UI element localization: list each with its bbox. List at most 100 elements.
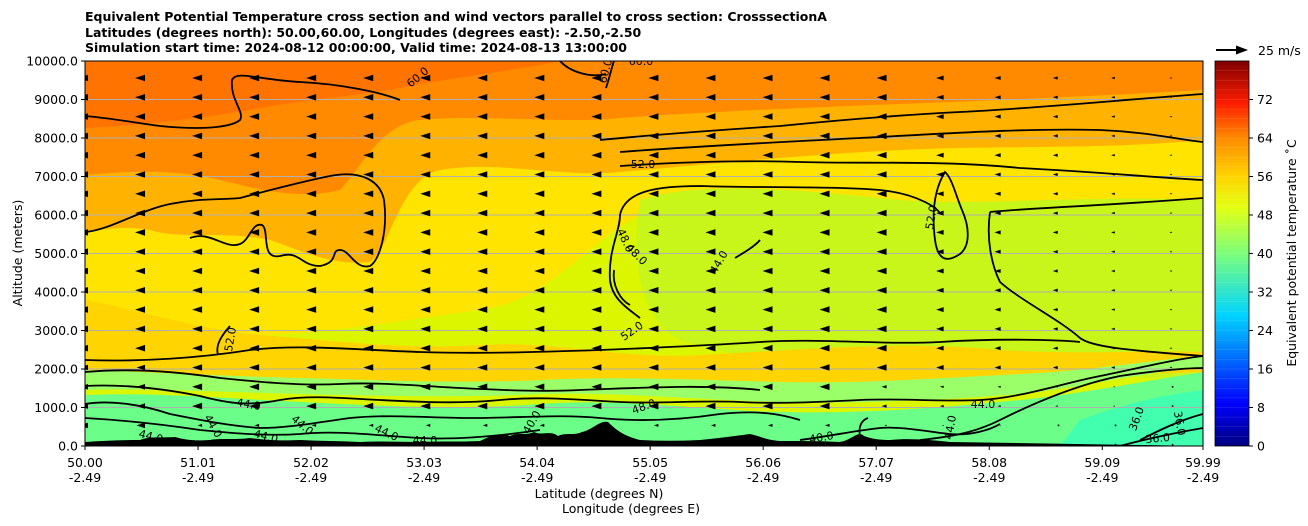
wind-vector [762,190,773,198]
wind-vector [306,402,317,410]
wind-vector [999,444,1001,446]
wind-vector [1169,250,1172,253]
wind-vector [881,404,887,408]
wind-vector [306,229,317,236]
wind-vector [1169,96,1172,99]
wind-vector [420,132,431,140]
wind-vector [135,267,146,275]
contour-52-island [932,170,969,260]
wind-vector [819,402,830,410]
wind-vector [192,209,203,217]
wind-vector [825,443,830,446]
wind-vector [249,383,260,391]
wind-vector [306,287,317,294]
contour-44-b [85,355,1203,405]
wind-vector [420,74,431,82]
x-tick-label-lon: -2.49 [973,470,1005,485]
wind-vector [648,287,659,294]
wind-vector [936,210,944,216]
colorbar-tick-label: 16 [1257,362,1273,377]
colorbar-tick-label: 48 [1257,208,1273,223]
wind-vector [936,75,944,81]
wind-vector [884,443,887,446]
wind-vector [762,151,773,159]
wind-vector [591,190,602,198]
wind-vector [648,209,659,217]
field-band-lime-right [636,188,1203,380]
x-tick-label-lat: 52.02 [293,455,329,470]
wind-vector [762,229,773,236]
wind-vector [85,306,88,313]
wind-vector [1052,76,1058,80]
wind-vector [306,151,317,159]
wind-vector [534,364,545,371]
wind-vector [994,172,1001,177]
wind-vector [1052,288,1058,292]
wind-vector [648,267,659,275]
y-tick-label: 7000.0 [34,169,78,184]
wind-vector [648,229,659,236]
wind-vector [477,325,488,333]
contour-label: 52.0 [923,204,940,230]
contour-48-b [612,269,631,306]
wind-vector [363,402,374,410]
contour-48-right [987,211,1203,357]
wind-vector [596,423,602,427]
wind-vector [648,325,659,333]
colorbar-bands [1215,70,1249,437]
wind-vector [591,364,602,371]
contour-60-tr [559,61,607,77]
wind-vector [1169,135,1172,137]
wind-vector [994,191,1001,196]
wind-vector [876,248,887,255]
wind-vector [1111,347,1115,350]
wind-vector-dot [1171,405,1174,407]
wind-vector [994,133,1001,138]
wind-vector [192,113,203,120]
wind-vector [1169,289,1172,292]
wind-vector [136,441,146,446]
contour-label: 36.0 [1171,410,1188,436]
wind-vector [994,288,1001,293]
wind-vector [710,443,716,446]
contour-60-upper [85,74,401,129]
wind-vector [249,74,260,82]
wind-vector [1111,76,1115,80]
wind-vector [420,402,431,410]
wind-vector [1111,289,1115,292]
quiver-key: 25 m/s [1216,43,1301,58]
wind-vector [936,307,944,313]
wind-vector [249,306,260,313]
wind-vector [876,151,887,159]
y-tick-label: 0.0 [58,439,78,454]
wind-vector [477,287,488,294]
x-tick-label-lat: 50.00 [67,455,103,470]
wind-vector [762,287,773,294]
wind-vector [819,306,830,313]
wind-vector [306,74,317,82]
wind-vector [705,94,716,101]
wind-vector [591,132,602,140]
wind-vector [1052,365,1058,370]
contour-44-inner [734,239,761,259]
wind-vector [1052,192,1058,196]
wind-vector [705,229,716,236]
wind-vector-dot [1057,443,1060,446]
wind-vector [363,267,374,275]
plot-area: 60.0 60.0 60.052.052.0 52.052.048.048.048.0… [85,61,1203,446]
contour-44-d [85,417,541,440]
wind-vector [819,325,830,333]
quiver-key-arrow-head [1236,45,1248,55]
wind-vector [591,287,602,294]
colorbar-tick-label: 64 [1257,131,1273,146]
colorbar-tick-label: 32 [1257,285,1273,300]
wind-vector [705,190,716,198]
wind-vector [762,383,773,391]
colorbar-tick-label: 72 [1257,92,1273,107]
wind-vectors [85,74,1174,446]
wind-vector [420,229,431,236]
wind-vector [254,423,260,427]
wind-vector [306,190,317,198]
colorbar-label: Equivalent potential temperature ˚C [1284,139,1299,367]
wind-vector [249,190,260,198]
